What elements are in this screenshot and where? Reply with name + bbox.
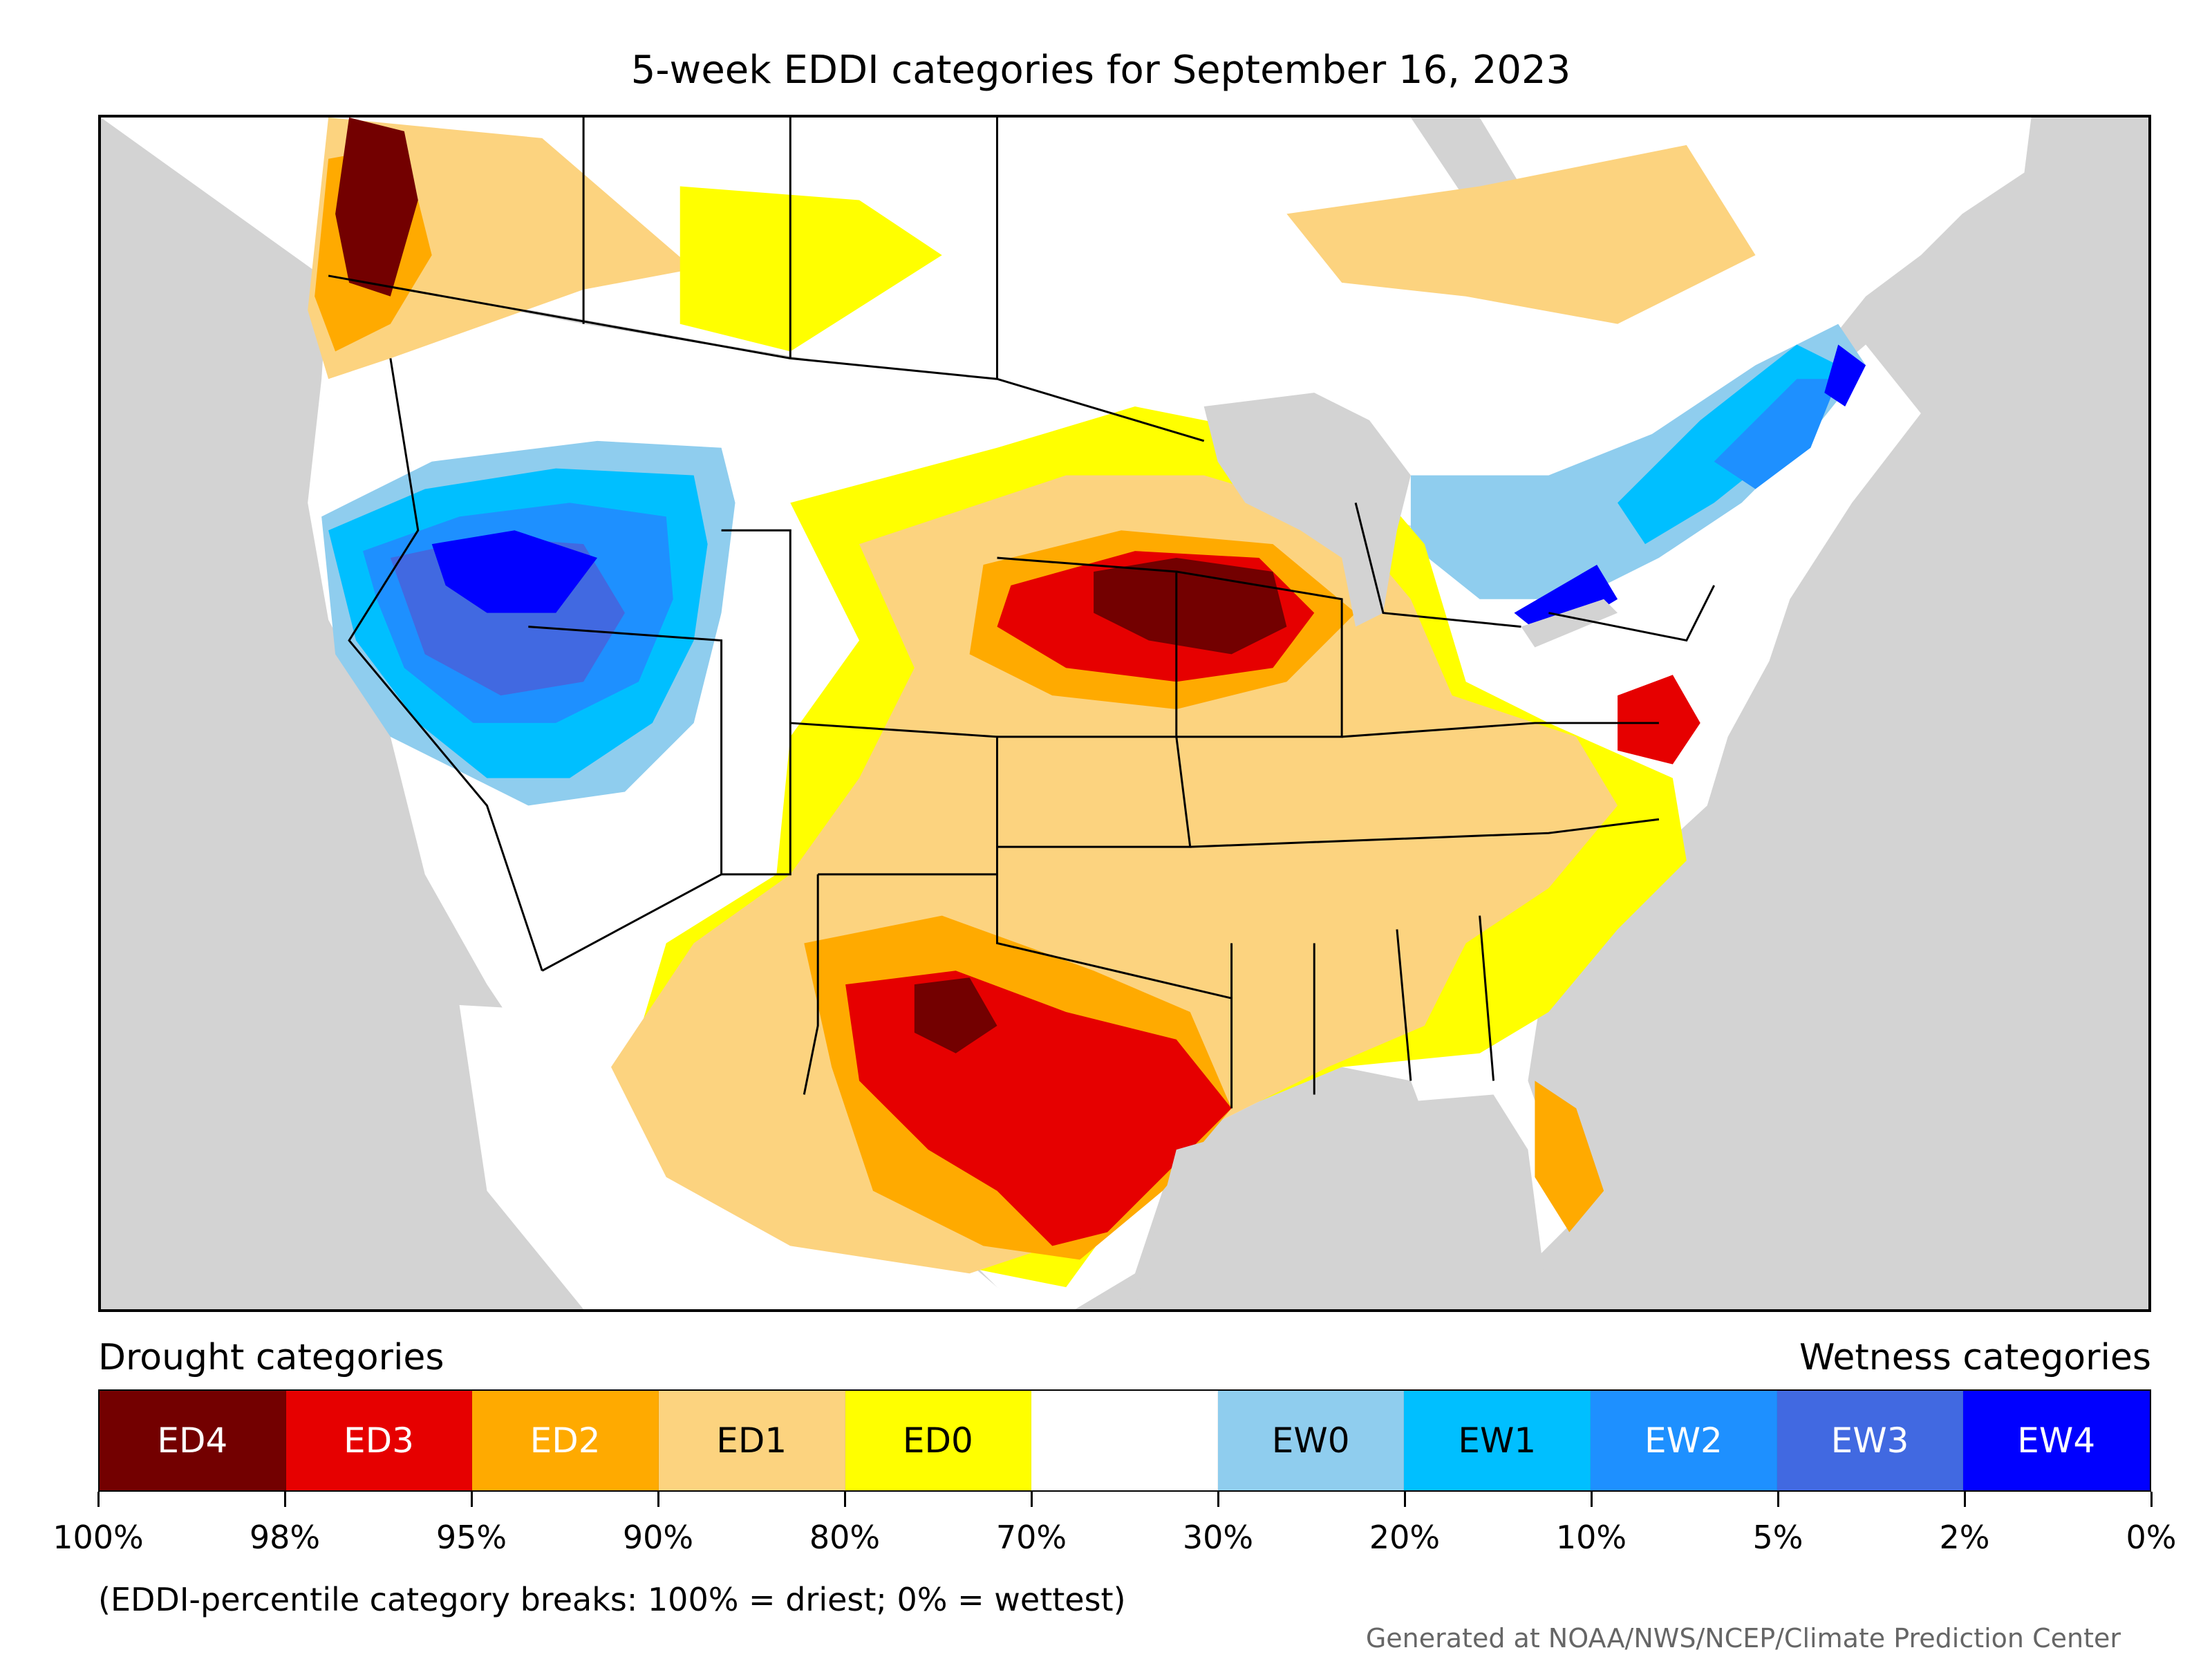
legend-tick-label: 100% bbox=[53, 1519, 144, 1556]
legend-tick-label: 80% bbox=[809, 1519, 881, 1556]
category-break-note: (EDDI-percentile category breaks: 100% =… bbox=[98, 1581, 1126, 1618]
legend-cell-ew3: EW3 bbox=[1777, 1391, 1964, 1490]
boundaries bbox=[328, 118, 1716, 1109]
legend-tick bbox=[470, 1492, 473, 1507]
legend-cell-ed0: ED0 bbox=[845, 1391, 1032, 1490]
credit-line: Generated at NOAA/NWS/NCEP/Climate Predi… bbox=[1365, 1623, 2121, 1653]
legend-tick-label: 98% bbox=[249, 1519, 321, 1556]
map-canvas bbox=[101, 118, 2032, 1309]
legend-tick bbox=[283, 1492, 286, 1507]
eddi-map bbox=[98, 115, 2151, 1312]
legend-tick-label: 10% bbox=[1555, 1519, 1627, 1556]
legend-ticks bbox=[97, 1492, 2153, 1508]
legend-cell-ew1: EW1 bbox=[1404, 1391, 1591, 1490]
legend-tick-label: 2% bbox=[1939, 1519, 1990, 1556]
gulf-of-mexico bbox=[1134, 1094, 1549, 1309]
legend-tick bbox=[1963, 1492, 1966, 1507]
legend-tick-label: 95% bbox=[435, 1519, 507, 1556]
legend-tick bbox=[2150, 1492, 2153, 1507]
wetness-categories-label: Wetness categories bbox=[1799, 1337, 2151, 1378]
legend-tick-label: 5% bbox=[1752, 1519, 1803, 1556]
legend-tick-label: 30% bbox=[1182, 1519, 1254, 1556]
legend-cell-ed2: ED2 bbox=[472, 1391, 659, 1490]
legend-tick-label: 20% bbox=[1369, 1519, 1441, 1556]
legend-tick-label: 0% bbox=[2126, 1519, 2177, 1556]
legend-cell-ew2: EW2 bbox=[1591, 1391, 1777, 1490]
map-title: 5-week EDDI categories for September 16,… bbox=[630, 48, 1571, 93]
legend-tick bbox=[1777, 1492, 1779, 1507]
legend-cell-ew0: EW0 bbox=[1217, 1391, 1405, 1490]
dry-zone-virginia-ed3 bbox=[1618, 675, 1700, 765]
legend-tick bbox=[657, 1492, 659, 1507]
legend-cell-ed4: ED4 bbox=[100, 1391, 286, 1490]
dry-zone-florida-ed2 bbox=[1535, 1080, 1604, 1232]
legend-tick bbox=[843, 1492, 846, 1507]
legend-cell-ew4: EW4 bbox=[1963, 1391, 2150, 1490]
dry-zone-pnw-ed4 bbox=[335, 118, 418, 297]
legend-cell-ed3: ED3 bbox=[285, 1391, 473, 1490]
legend-tick-label: 70% bbox=[995, 1519, 1067, 1556]
great-lakes bbox=[1203, 393, 1411, 627]
drought-categories-label: Drought categories bbox=[98, 1337, 444, 1378]
legend-tick bbox=[1590, 1492, 1593, 1507]
dry-zone-ontario-ed1 bbox=[1286, 144, 1756, 324]
legend-tick bbox=[97, 1492, 100, 1507]
legend-tick bbox=[1030, 1492, 1033, 1507]
wet-zone-northeast-ew4 bbox=[1824, 344, 1866, 407]
lake-erie bbox=[1521, 599, 1618, 648]
legend-cell-ed1: ED1 bbox=[658, 1391, 845, 1490]
legend-tick bbox=[1403, 1492, 1406, 1507]
dry-zone-texas-ed4 bbox=[914, 977, 997, 1053]
dry-zone-prairies-ed0 bbox=[679, 186, 942, 352]
legend-tick-label: 90% bbox=[622, 1519, 694, 1556]
wet-zone-west-ew4 bbox=[431, 530, 598, 613]
legend-cell-neutral bbox=[1031, 1391, 1218, 1490]
category-legend: ED4 ED3 ED2 ED1 ED0 EW0 EW1 EW2 EW3 EW4 bbox=[98, 1389, 2151, 1492]
wet-zone-northeast-ew2 bbox=[1714, 379, 1839, 489]
legend-tick bbox=[1217, 1492, 1219, 1507]
